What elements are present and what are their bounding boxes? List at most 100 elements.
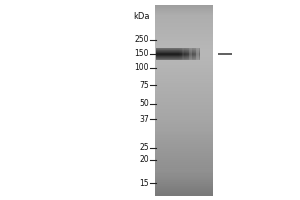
Bar: [155, 27, 213, 28]
Bar: [155, 56, 213, 57]
Bar: [186, 48, 187, 60]
Bar: [155, 122, 213, 123]
Bar: [155, 31, 213, 32]
Bar: [156, 58, 200, 59]
Bar: [155, 151, 213, 152]
Bar: [155, 64, 213, 65]
Bar: [156, 51, 200, 52]
Bar: [177, 48, 178, 60]
Bar: [155, 154, 213, 156]
Bar: [155, 104, 213, 105]
Bar: [155, 32, 213, 33]
Text: 50: 50: [139, 99, 149, 108]
Bar: [160, 48, 161, 60]
Bar: [155, 125, 213, 126]
Bar: [155, 8, 213, 9]
Bar: [155, 186, 213, 187]
Bar: [155, 78, 213, 79]
Bar: [155, 20, 213, 21]
Bar: [155, 188, 213, 189]
Bar: [155, 103, 213, 104]
Bar: [193, 48, 194, 60]
Bar: [155, 70, 213, 71]
Bar: [155, 28, 213, 29]
Bar: [155, 135, 213, 137]
Bar: [155, 106, 213, 107]
Bar: [156, 49, 200, 50]
Bar: [155, 119, 213, 120]
Bar: [189, 48, 190, 60]
Bar: [162, 48, 163, 60]
Bar: [155, 51, 213, 52]
Bar: [155, 87, 213, 88]
Text: 37: 37: [139, 114, 149, 123]
Bar: [155, 162, 213, 163]
Bar: [155, 94, 213, 95]
Bar: [182, 48, 183, 60]
Bar: [173, 48, 174, 60]
Bar: [155, 126, 213, 127]
Bar: [155, 132, 213, 133]
Bar: [155, 160, 213, 161]
Bar: [155, 142, 213, 144]
Bar: [155, 182, 213, 183]
Bar: [155, 74, 213, 75]
Bar: [155, 23, 213, 24]
Bar: [190, 48, 191, 60]
Bar: [165, 48, 166, 60]
Bar: [156, 53, 200, 54]
Bar: [155, 13, 213, 14]
Bar: [155, 179, 213, 180]
Bar: [155, 30, 213, 31]
Bar: [155, 6, 213, 7]
Bar: [184, 48, 185, 60]
Bar: [155, 151, 213, 152]
Bar: [155, 82, 213, 83]
Bar: [155, 21, 213, 23]
Bar: [155, 94, 213, 95]
Bar: [155, 37, 213, 38]
Bar: [155, 47, 213, 48]
Bar: [189, 48, 190, 60]
Bar: [155, 85, 213, 87]
Bar: [155, 170, 213, 171]
Bar: [155, 107, 213, 108]
Bar: [155, 9, 213, 10]
Bar: [155, 175, 213, 176]
Bar: [155, 84, 213, 85]
Bar: [192, 48, 193, 60]
Bar: [155, 67, 213, 68]
Bar: [155, 190, 213, 191]
Bar: [155, 70, 213, 71]
Bar: [155, 189, 213, 190]
Bar: [155, 71, 213, 72]
Bar: [155, 79, 213, 80]
Bar: [155, 170, 213, 171]
Bar: [155, 160, 213, 161]
Bar: [169, 48, 170, 60]
Bar: [155, 156, 213, 158]
Bar: [155, 65, 213, 66]
Bar: [155, 42, 213, 44]
Bar: [155, 80, 213, 81]
Bar: [155, 155, 213, 156]
Bar: [155, 168, 213, 169]
Bar: [156, 54, 200, 55]
Bar: [155, 21, 213, 22]
Bar: [155, 25, 213, 26]
Bar: [155, 130, 213, 132]
Bar: [155, 109, 213, 110]
Bar: [168, 48, 169, 60]
Bar: [155, 91, 213, 92]
Bar: [163, 48, 164, 60]
Bar: [155, 112, 213, 113]
Bar: [155, 75, 213, 76]
Bar: [155, 131, 213, 132]
Bar: [155, 176, 213, 177]
Bar: [155, 30, 213, 31]
Bar: [196, 48, 197, 60]
Bar: [155, 129, 213, 130]
Bar: [155, 128, 213, 129]
Bar: [155, 173, 213, 175]
Bar: [155, 102, 213, 103]
